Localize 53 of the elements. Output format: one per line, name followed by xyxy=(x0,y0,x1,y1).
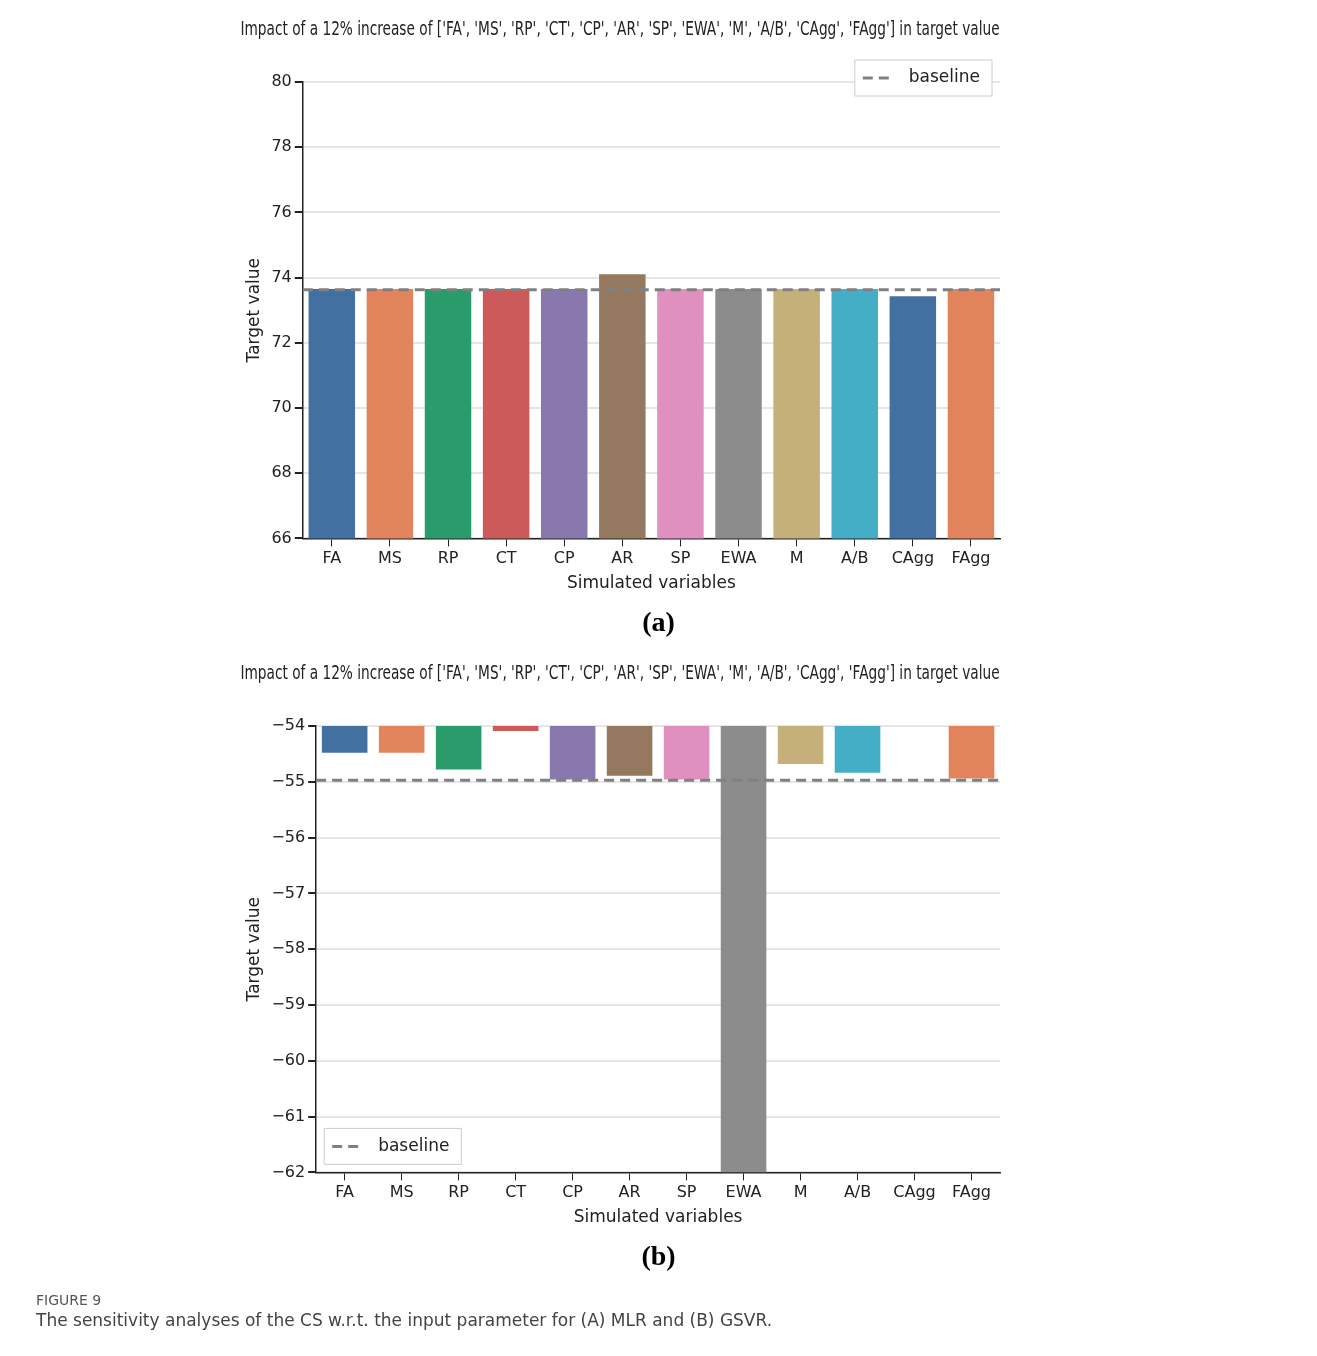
text: (b) xyxy=(640,1239,677,1273)
y-tick-label: −62 xyxy=(271,1161,306,1181)
x-tick-label: FAgg xyxy=(951,548,991,568)
x-tick-label: AR xyxy=(611,548,634,568)
y-tick-label: −56 xyxy=(271,826,306,846)
y-tick-label: −59 xyxy=(271,994,306,1014)
y-axis-title: Target value xyxy=(242,257,263,364)
y-tick-label: −54 xyxy=(271,715,306,735)
y-tick-label: 78 xyxy=(271,136,292,156)
chart-title: Impact of a 12% increase of ['FA', 'MS', 'RP', 'CT', 'CP', 'AR', 'SP', 'EWA', 'M', 'A/B', 'CAgg', 'FAgg'] in target value xyxy=(240,16,1000,40)
x-tick-label: M xyxy=(789,548,804,568)
y-tick-label: 68 xyxy=(271,462,292,482)
y-tick-label: −57 xyxy=(271,882,306,902)
caption: FIGURE 9 xyxy=(36,1292,103,1308)
x-tick-label: EWA xyxy=(720,548,757,568)
y-tick-label: 74 xyxy=(271,266,292,286)
x-tick-label: FA xyxy=(322,548,342,568)
x-tick-label: EWA xyxy=(725,1182,762,1202)
x-tick-label: FA xyxy=(335,1182,355,1202)
x-tick-label: CAgg xyxy=(893,1182,936,1202)
x-tick-label: SP xyxy=(670,548,691,568)
y-tick-label: 66 xyxy=(271,527,292,547)
text: (a) xyxy=(641,605,676,639)
x-tick-label: RP xyxy=(448,1182,470,1202)
x-tick-label: CT xyxy=(505,1182,527,1202)
x-tick-label: SP xyxy=(676,1182,697,1202)
y-tick-label: 72 xyxy=(271,331,292,351)
x-tick-label: A/B xyxy=(841,548,869,568)
x-axis-title: Simulated variables xyxy=(567,572,736,593)
y-tick-label: −61 xyxy=(271,1105,306,1125)
x-tick-label: CP xyxy=(553,548,575,568)
y-tick-label: −60 xyxy=(271,1049,306,1069)
x-axis-title: Simulated variables xyxy=(573,1206,743,1227)
y-axis-title: Target value xyxy=(242,896,263,1003)
y-tick-label: 76 xyxy=(271,201,292,221)
x-tick-label: RP xyxy=(437,548,459,568)
y-tick-label: −58 xyxy=(271,938,306,958)
y-tick-label: 70 xyxy=(271,397,292,417)
y-tick-label: −55 xyxy=(271,770,306,790)
legend-label: baseline xyxy=(908,66,981,87)
x-tick-label: CP xyxy=(562,1182,584,1202)
chart-title: Impact of a 12% increase of ['FA', 'MS', 'RP', 'CT', 'CP', 'AR', 'SP', 'EWA', 'M', 'A/B', 'CAgg', 'FAgg'] in target value xyxy=(240,660,1000,684)
x-tick-label: CAgg xyxy=(891,548,935,568)
x-tick-label: FAgg xyxy=(952,1182,992,1202)
x-tick-label: AR xyxy=(618,1182,641,1202)
legend-label: baseline xyxy=(378,1134,450,1155)
x-tick-label: CT xyxy=(495,548,517,568)
y-tick-label: 80 xyxy=(271,71,292,91)
x-tick-label: MS xyxy=(377,548,402,568)
text: The sensitivity analyses of the CS w.r.t. the input parameter for (A) MLR and (B) GSVR. xyxy=(36,1310,774,1330)
x-tick-label: M xyxy=(793,1182,808,1202)
x-tick-label: MS xyxy=(389,1182,414,1202)
x-tick-label: A/B xyxy=(843,1182,872,1202)
